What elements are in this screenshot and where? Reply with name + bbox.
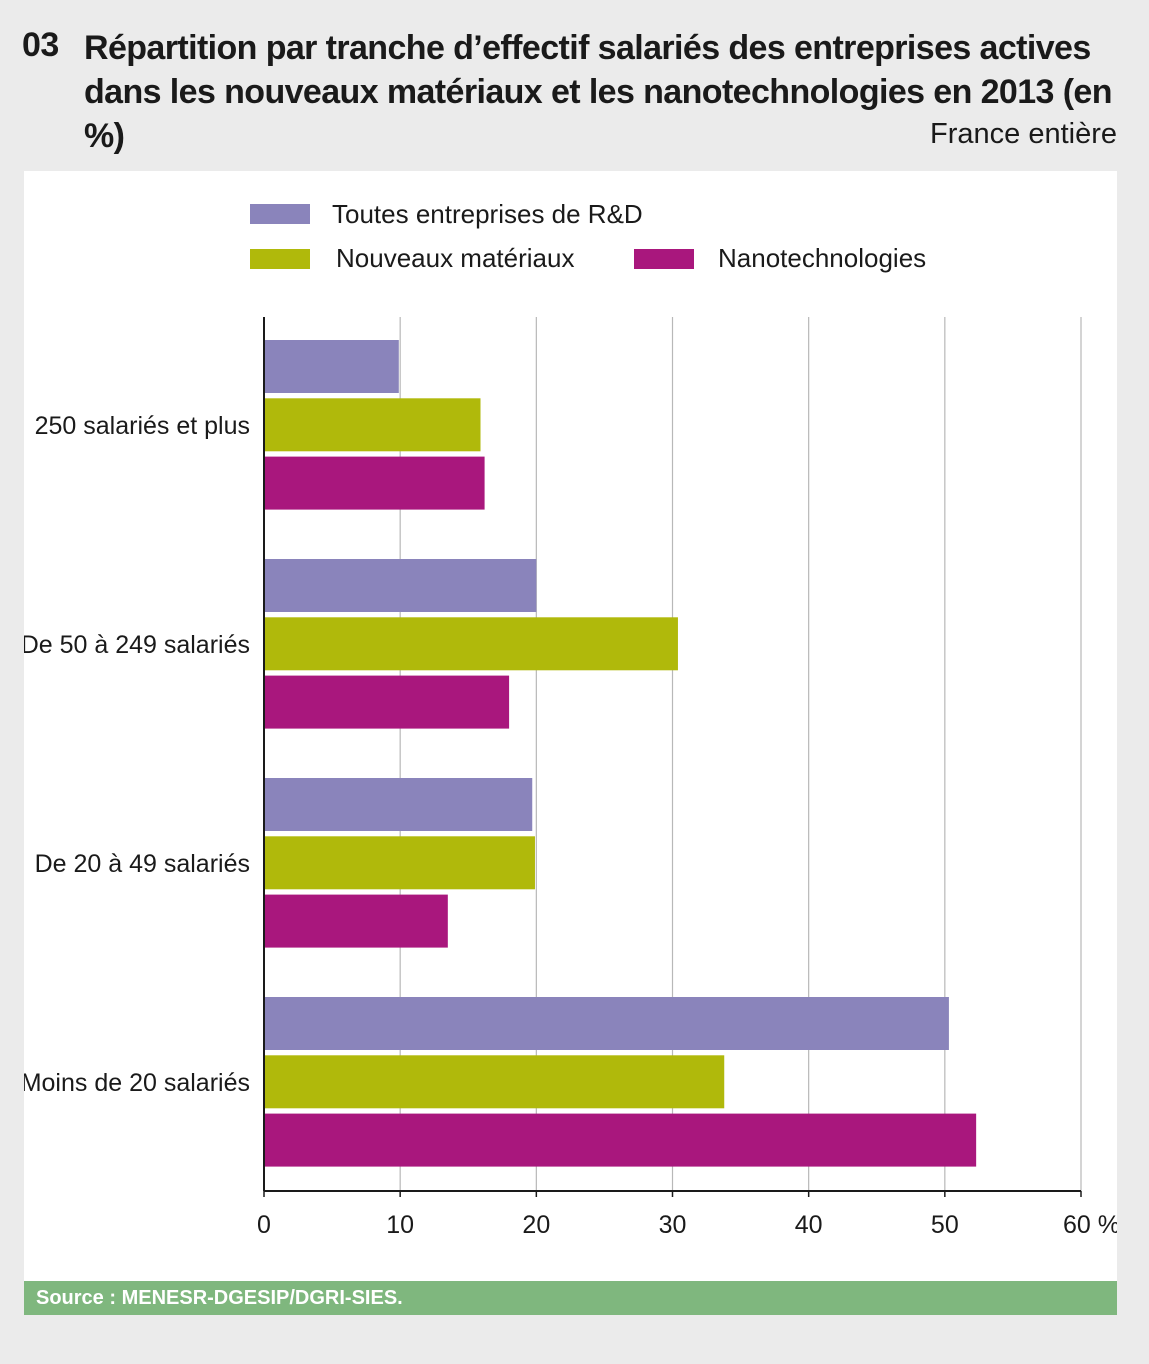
source-bar: Source : MENESR-DGESIP/DGRI-SIES. [24,1281,1117,1315]
legend-label-materials: Nouveaux matériaux [336,243,575,273]
bar-rd [264,778,533,831]
legend-label-nano: Nanotechnologies [718,243,927,273]
bar-nano [264,894,448,948]
legend-label-rd: Toutes entreprises de R&D [332,199,643,229]
legend-swatch-nano [634,249,694,269]
bar-materials [264,1055,725,1109]
bar-materials [264,398,481,452]
x-tick-label: 50 [931,1211,959,1239]
chart-panel: Toutes entreprises de R&D Nouveaux matér… [24,171,1117,1281]
legend-swatch-materials [250,249,310,269]
bar-rd [264,559,537,612]
chart-title: Répartition par tranche d’effectif salar… [84,29,1113,155]
category-label: 250 salariés et plus [35,412,250,440]
x-tick-label: 60 % [1063,1211,1117,1239]
bar-nano [264,675,510,729]
bar-chart: 250 salariés et plus De 50 à 249 salariés… [24,317,1117,1239]
x-tick-label: 30 [659,1211,687,1239]
x-tick-label: 10 [386,1211,414,1239]
category-label: Moins de 20 salariés [24,1069,250,1097]
bar-rd [264,340,399,393]
bar-materials [264,836,535,890]
category-label: De 50 à 249 salariés [24,631,250,659]
bar-nano [264,456,485,510]
figure-number: 03 [22,26,59,64]
legend-swatch-rd [250,204,310,224]
x-tick-label: 20 [522,1211,550,1239]
x-tick-label: 40 [795,1211,823,1239]
bar-materials [264,617,678,671]
x-tick-label: 0 [257,1211,271,1239]
geographic-scope: France entière [930,118,1117,150]
category-label: De 20 à 49 salariés [35,850,250,878]
bar-nano [264,1113,977,1167]
bar-rd [264,997,949,1050]
source-note: Source : MENESR-DGESIP/DGRI-SIES. [36,1287,403,1309]
